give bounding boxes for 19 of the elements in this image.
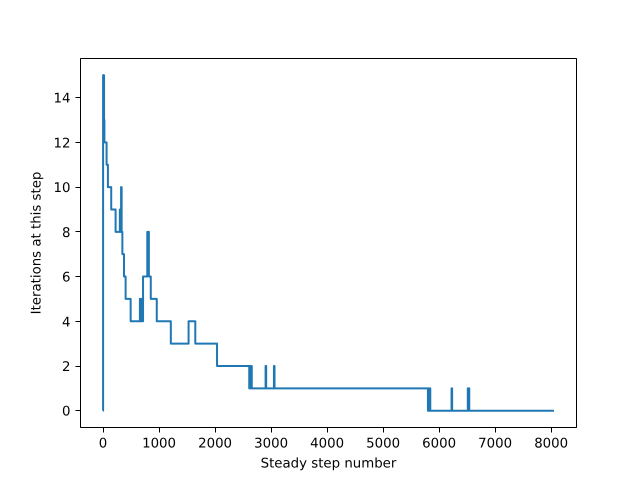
x-axis-title: Steady step number — [260, 456, 397, 472]
x-tick-label: 1000 — [142, 436, 176, 452]
x-tick-label: 7000 — [478, 436, 512, 452]
x-tick-label: 3000 — [254, 436, 288, 452]
y-tick-label: 4 — [62, 315, 71, 330]
x-tick-label: 2000 — [198, 436, 232, 452]
y-axis-title: Iterations at this step — [30, 172, 45, 314]
y-tick-label: 14 — [54, 92, 71, 107]
y-tick-label: 6 — [62, 270, 71, 286]
x-tick-label: 5000 — [366, 436, 400, 452]
x-tick-label: 0 — [98, 436, 108, 452]
y-tick-label: 2 — [62, 360, 71, 375]
x-tick-label: 6000 — [422, 436, 456, 452]
x-tick-label: 4000 — [310, 436, 344, 452]
y-tick-label: 8 — [62, 226, 71, 241]
y-tick-label: 0 — [62, 404, 71, 420]
x-tick-label: 8000 — [534, 436, 568, 452]
y-tick-label: 12 — [54, 136, 71, 152]
y-tick-label: 10 — [54, 181, 71, 196]
